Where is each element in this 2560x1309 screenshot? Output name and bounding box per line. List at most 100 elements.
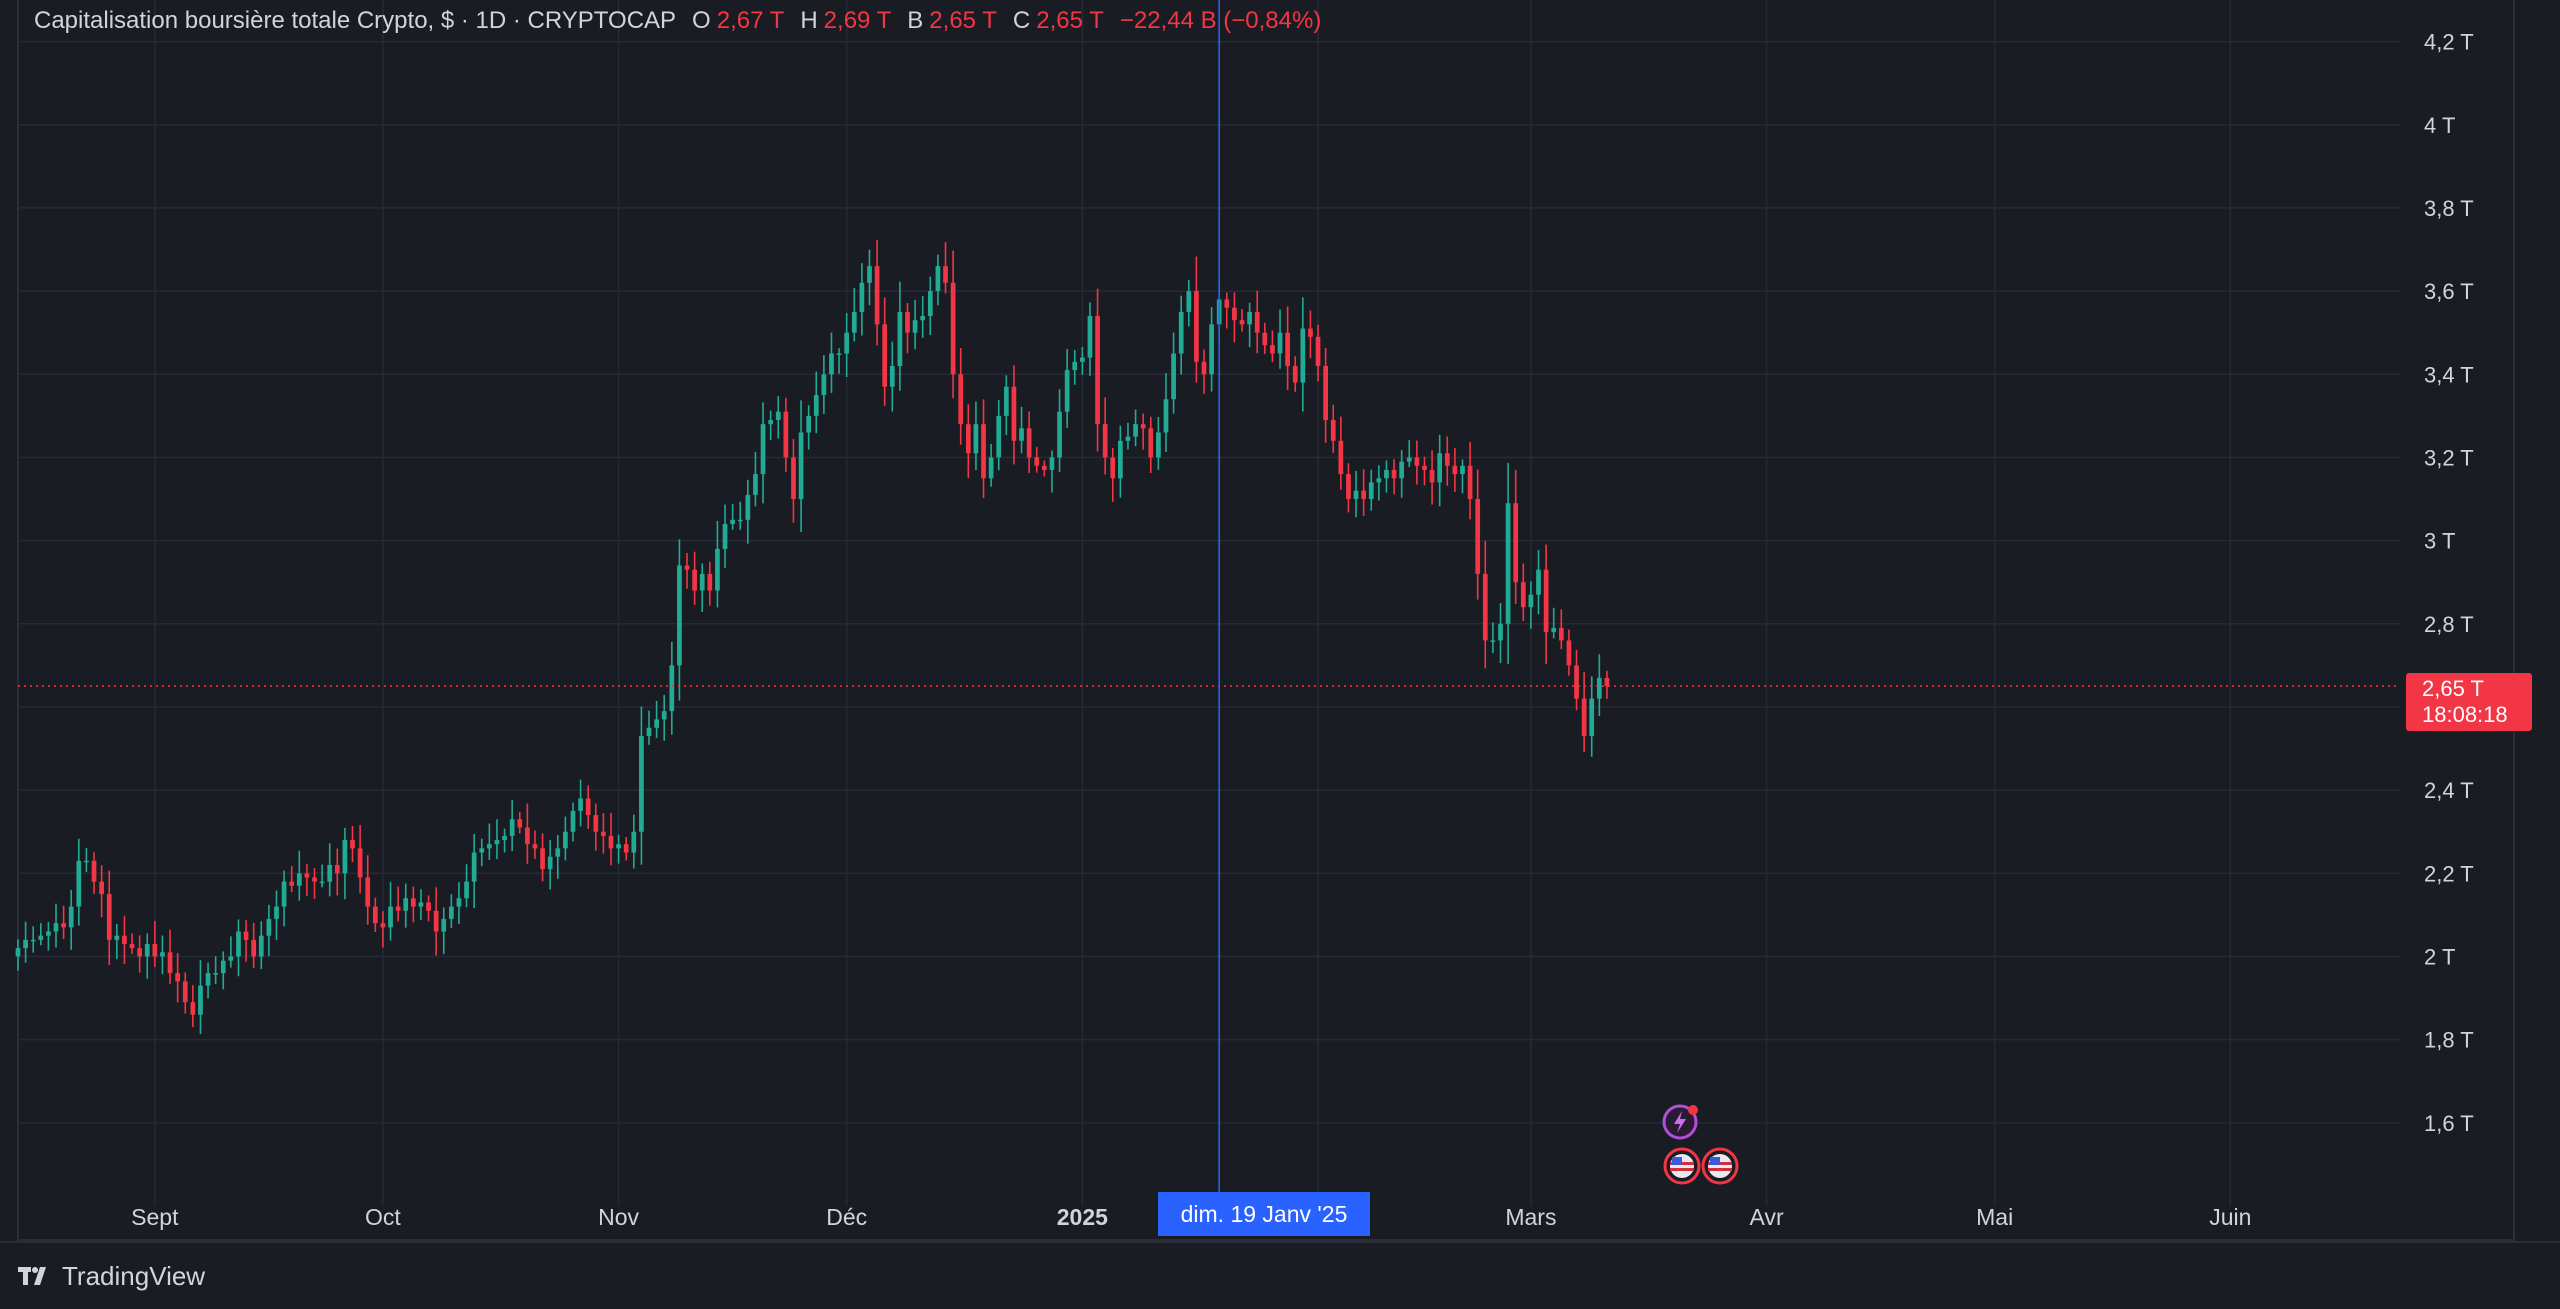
price-tick-label: 3,4 T [2424,362,2474,387]
candle-body [1444,453,1450,466]
candle-body [1391,469,1397,479]
tradingview-logo-icon[interactable] [18,1265,54,1287]
candle-body [1292,365,1298,383]
candle-body [1232,307,1237,321]
candle-body [1543,569,1549,633]
price-axis[interactable]: 1,6 T1,8 T2 T2,2 T2,4 T2,6 T2,8 T3 T3,2 … [2424,30,2474,1136]
candle-body [403,898,409,911]
symbol-legend[interactable]: Capitalisation boursière totale Crypto, … [34,4,1321,38]
candle-body [448,906,454,920]
candle-body [122,935,127,945]
candle-body [646,727,652,737]
candle-body [15,948,21,957]
candle-body [806,415,812,433]
candle-body [213,973,219,975]
candle-body [1171,353,1176,400]
candle-body [1156,432,1161,458]
candle-body [91,860,97,882]
crosshair-date-label: dim. 19 Janv '25 [1158,1192,1370,1236]
candle-body [258,935,264,957]
time-tick-label: Mars [1505,1204,1556,1230]
candle-body [1110,457,1116,479]
candle-body [228,956,234,961]
price-tick-label: 3,6 T [2424,279,2474,304]
price-tick-label: 2,4 T [2424,778,2474,803]
candle-body [692,569,697,591]
tradingview-brand[interactable]: TradingView [62,1260,206,1291]
candle-body [380,923,386,928]
candle-body [1262,332,1268,346]
close-key: C [1012,7,1031,34]
candle-body [867,266,872,283]
candle-body [707,573,713,591]
candle-body [1011,386,1017,441]
candle-body [388,906,393,928]
candle-body [684,565,690,570]
candle-body [1049,457,1055,470]
candle-body [563,831,568,849]
candle-body [1041,465,1047,470]
us-flag-icon[interactable] [1700,1146,1740,1191]
candle-body [1102,424,1108,458]
candle-body [479,848,485,853]
last-price-tag: 2,65 T 18:08:18 [2406,673,2532,731]
candle-body [950,282,956,375]
candle-body [38,935,44,940]
candle-body [1346,474,1351,500]
candle-body [813,395,819,416]
candle-body [502,835,507,841]
change-value: −22,44 B (−0,84%) [1119,7,1322,34]
candle-body [160,952,165,957]
candle-body [1467,465,1473,500]
candle-body [661,711,667,720]
candle-body [1422,465,1427,470]
candle-body [1315,336,1321,366]
candle-body [631,831,637,853]
candle-body [981,424,986,479]
candle-body [1338,440,1344,475]
candle-body [464,881,469,899]
candle-body [585,798,591,816]
earnings-lightning-icon[interactable] [1662,1102,1702,1147]
candle-body [137,948,142,957]
price-tick-label: 3,8 T [2424,196,2474,221]
price-tick-label: 1,8 T [2424,1028,2474,1053]
candle-body [471,852,477,882]
us-flag-icon[interactable] [1662,1146,1702,1191]
candle-body [418,902,424,907]
candle-body [175,973,181,982]
candle-body [1452,465,1458,475]
candle-body [1513,503,1519,583]
candle-body [1209,324,1214,375]
candle-body [798,432,804,500]
price-tick-label: 4 T [2424,113,2455,138]
candle-body [608,835,614,849]
candle-body [1460,465,1465,475]
price-tick-label: 4,2 T [2424,30,2474,55]
candle-body [1536,569,1541,595]
candle-body [1490,640,1496,642]
candle-body [1019,428,1024,441]
footer: TradingView [18,1256,205,1296]
candle-body [639,736,644,832]
candle-body [1323,365,1328,421]
candle-body [1003,386,1009,416]
last-price-value: 2,65 T [2422,676,2484,701]
price-tick-label: 3,2 T [2424,445,2474,470]
candle-body [1034,457,1040,466]
close-value: 2,65 T [1036,7,1104,34]
candle-body [1498,623,1503,641]
candle-body [357,848,363,878]
symbol-title[interactable]: Capitalisation boursière totale Crypto, … [34,7,677,34]
candle-body [737,519,743,522]
candle-body [350,840,355,849]
candle-body [410,898,416,907]
candle-body [753,474,758,495]
candle-body [266,919,272,936]
candle-body [988,457,994,479]
candle-body [1163,399,1169,433]
candle-body [791,457,796,500]
candle-body [821,374,827,396]
